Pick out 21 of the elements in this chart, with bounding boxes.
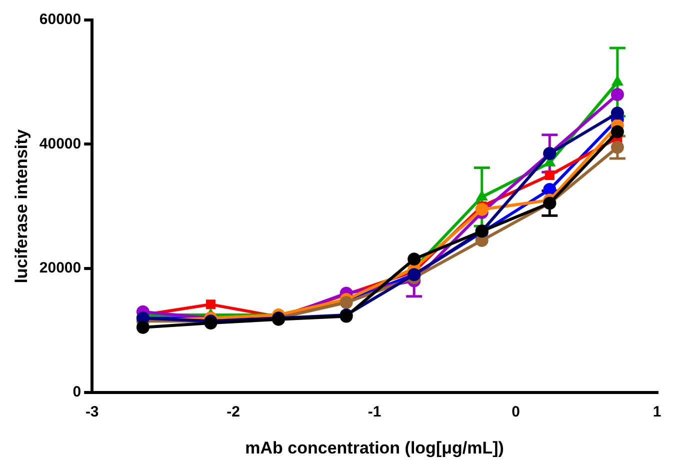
point <box>610 140 624 154</box>
y-tick-label: 0 <box>72 384 82 401</box>
point <box>136 320 150 334</box>
y-tick-label: 40000 <box>39 135 82 152</box>
point <box>610 106 624 120</box>
point <box>544 170 554 180</box>
x-axis-title: mAb concentration (log[μg/mL]) <box>245 438 504 458</box>
y-tick-label: 20000 <box>39 260 82 277</box>
point <box>408 252 421 266</box>
point <box>610 88 624 102</box>
x-tick-label: -1 <box>368 404 382 421</box>
x-tick-label: -3 <box>85 404 99 421</box>
point <box>475 202 488 216</box>
x-tick-label: 1 <box>652 404 662 421</box>
point <box>206 300 216 310</box>
point <box>612 76 624 86</box>
x-tick-label: -2 <box>226 404 240 421</box>
y-tick-label: 60000 <box>39 11 82 28</box>
y-axis-title: luciferase intensity <box>12 128 31 284</box>
x-tick-label: 0 <box>512 404 520 421</box>
point <box>610 125 624 138</box>
